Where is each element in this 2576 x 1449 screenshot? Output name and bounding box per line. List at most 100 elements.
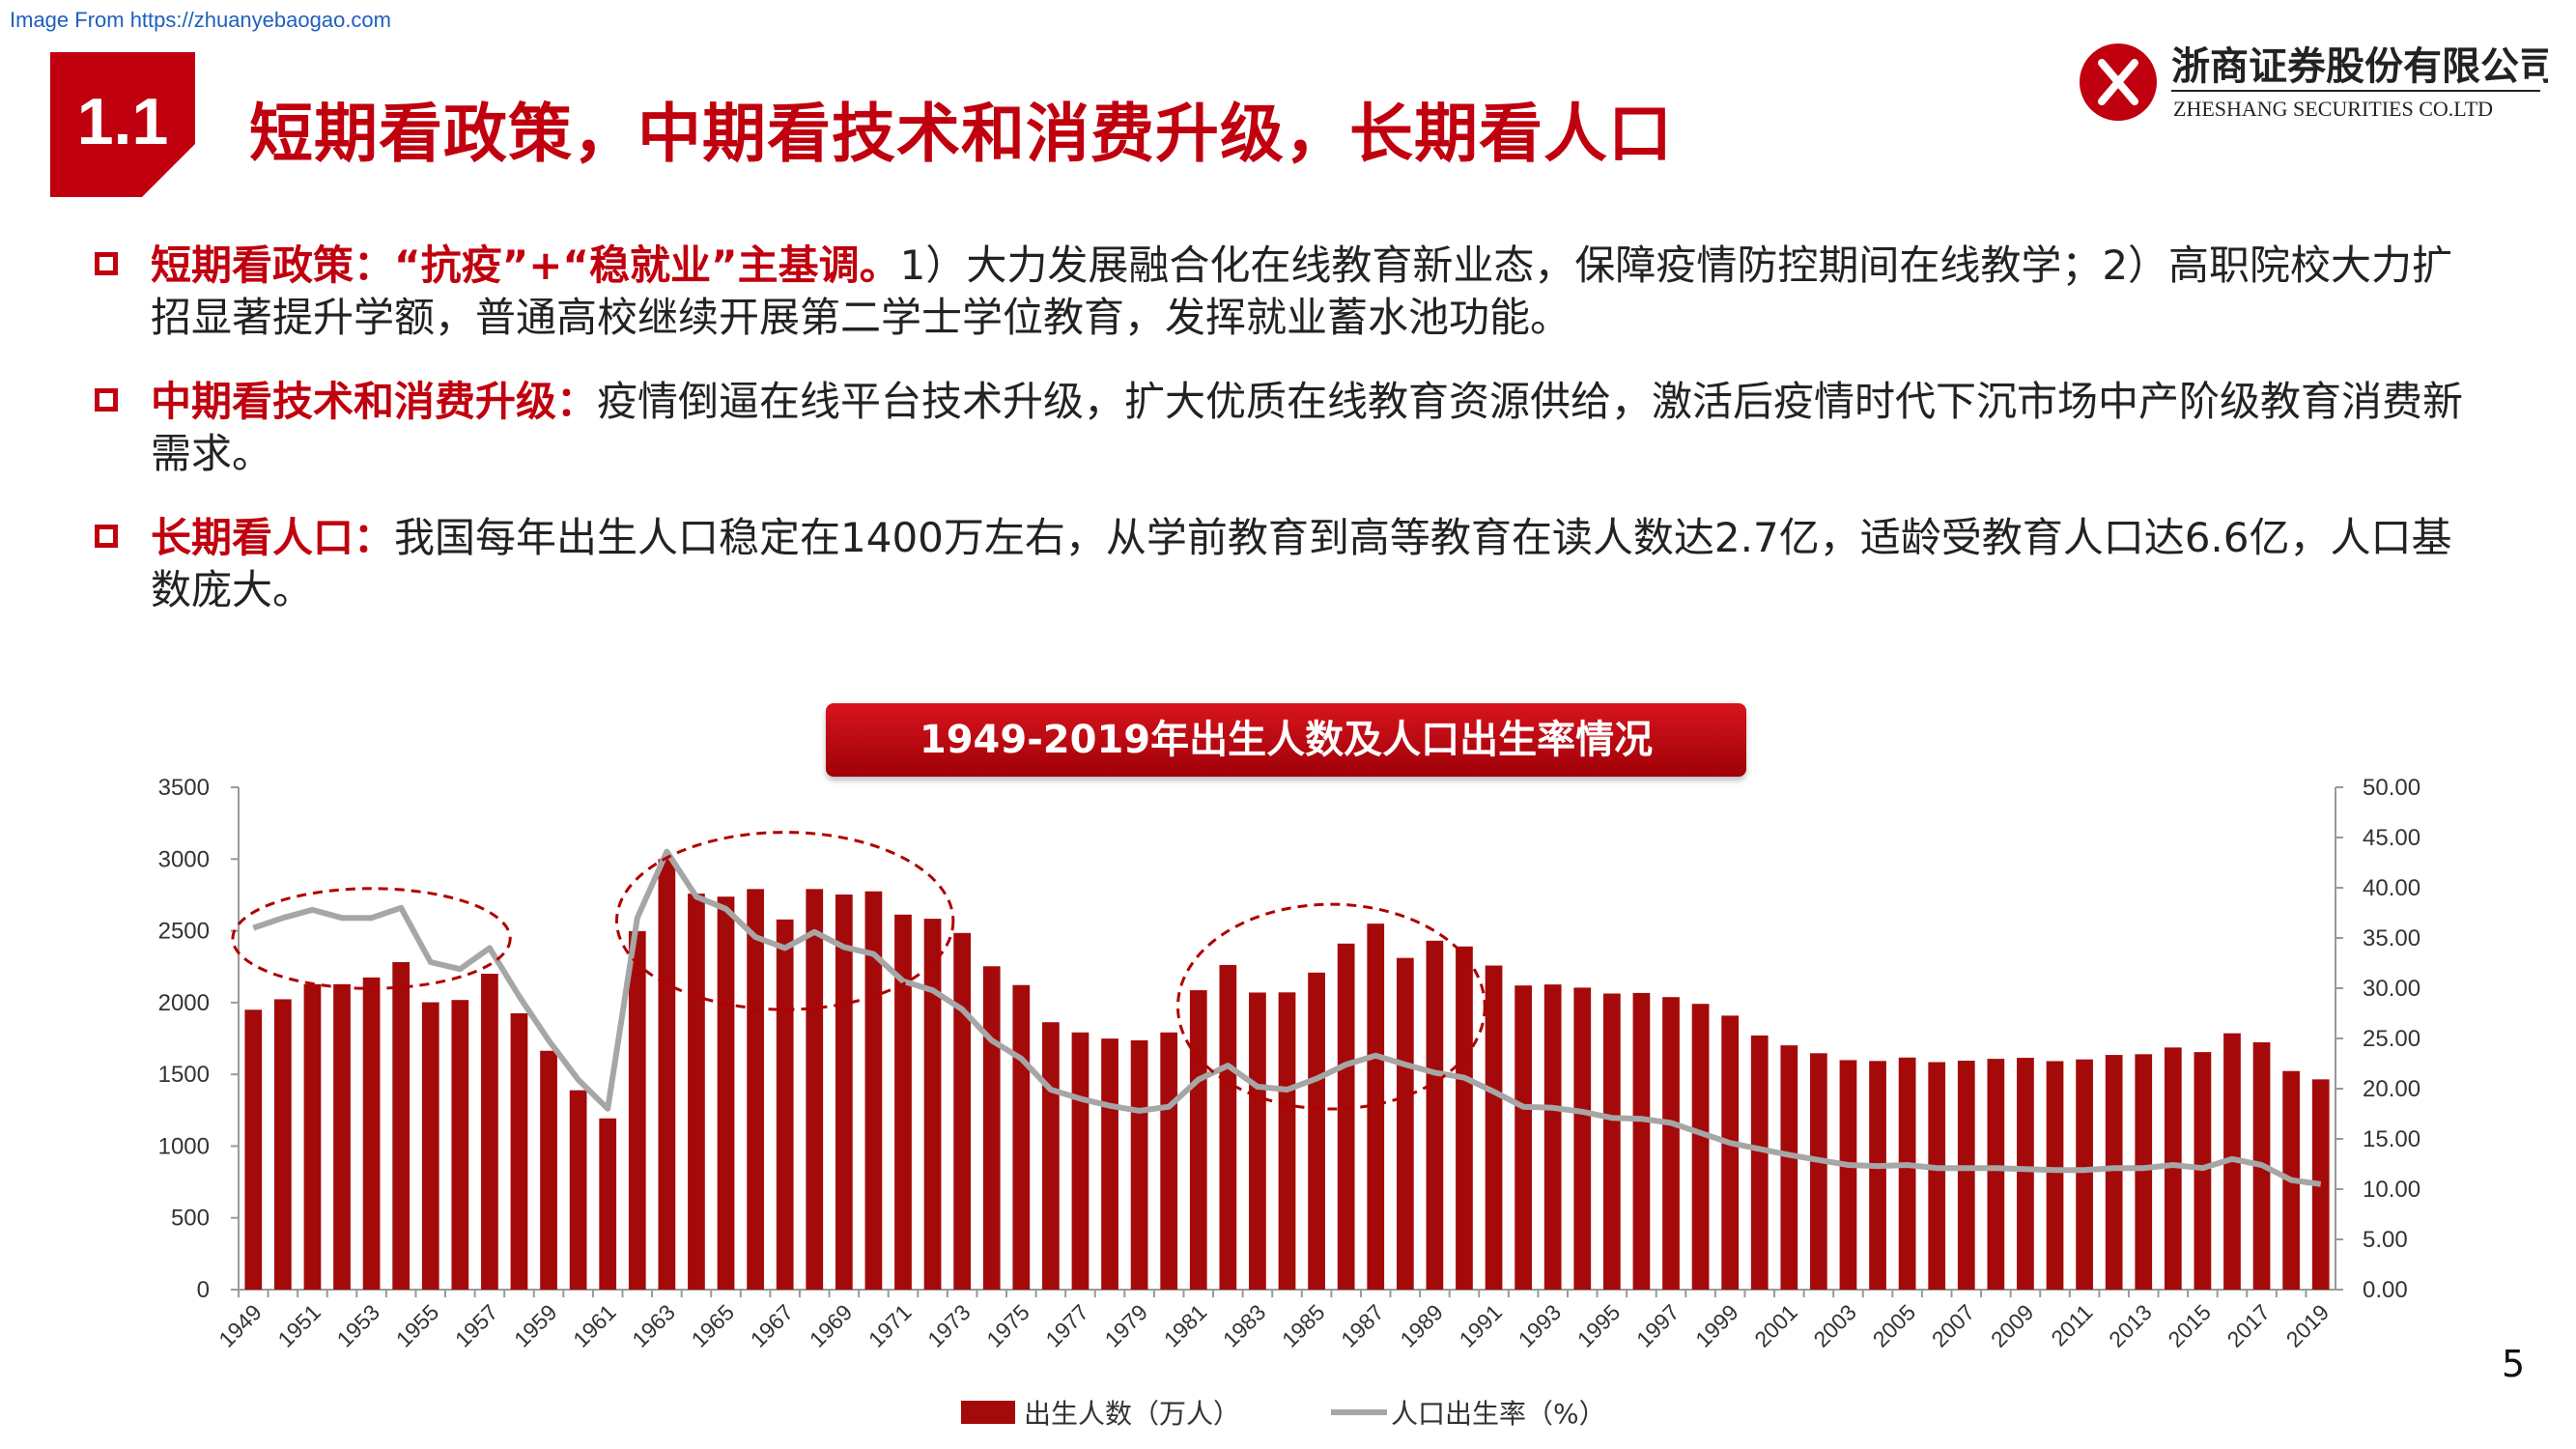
- legend-bar-swatch: [961, 1401, 1015, 1424]
- bar-2007: [1957, 1061, 1975, 1290]
- x-tick-label: 2013: [2104, 1299, 2157, 1352]
- birth-rate-line: [252, 848, 2322, 1187]
- right-tick-label: 0.00: [2363, 1277, 2408, 1303]
- bar-1953: [362, 977, 381, 1290]
- x-tick-label: 2009: [1986, 1299, 2039, 1352]
- company-name-cn: 浙商证券股份有限公司: [2171, 44, 2548, 89]
- bar-1970: [864, 891, 883, 1290]
- page-title: 短期看政策，中期看技术和消费升级，长期看人口: [249, 97, 1673, 171]
- x-tick-label: 1957: [450, 1299, 503, 1352]
- bullet-text: 我国每年出生人口稳定在1400万左右，从学前教育到高等教育在读人数达2.7亿，适…: [151, 514, 2452, 613]
- x-tick-label: 1991: [1455, 1299, 1508, 1352]
- right-tick-label: 40.00: [2363, 875, 2420, 901]
- bar-1973: [953, 932, 972, 1290]
- x-tick-label: 1999: [1690, 1299, 1743, 1352]
- left-tick-label: 2000: [158, 990, 210, 1016]
- right-tick-label: 10.00: [2363, 1177, 2420, 1203]
- bullet-item-short-term: 短期看政策：“抗疫”+“稳就业”主基调。1）大力发展融合化在线教育新业态，保障疫…: [87, 240, 2473, 344]
- bar-1957: [481, 973, 498, 1290]
- bar-1998: [1691, 1004, 1710, 1290]
- bar-1962: [628, 930, 646, 1290]
- right-tick-label: 20.00: [2363, 1076, 2420, 1102]
- x-tick-label: 1959: [509, 1299, 562, 1352]
- bar-2009: [2017, 1058, 2034, 1290]
- company-name-en: ZHESHANG SECURITIES CO.LTD: [2173, 97, 2493, 121]
- bar-1976: [1042, 1022, 1060, 1290]
- square-bullet-icon: [95, 388, 118, 412]
- bar-1956: [451, 1000, 469, 1290]
- bar-1990: [1456, 946, 1473, 1290]
- bullet-lead: 中期看技术和消费升级：: [151, 378, 598, 425]
- bar-1964: [688, 894, 705, 1290]
- x-tick-label: 1965: [686, 1299, 739, 1352]
- right-tick-label: 15.00: [2363, 1126, 2420, 1152]
- x-tick-label: 1975: [981, 1299, 1034, 1352]
- bar-1991: [1485, 965, 1503, 1290]
- chart-title: 1949-2019年出生人数及人口出生率情况: [826, 703, 1746, 777]
- bullet-item-long-term: 长期看人口：我国每年出生人口稳定在1400万左右，从学前教育到高等教育在读人数达…: [87, 512, 2473, 616]
- bar-1972: [923, 919, 942, 1290]
- left-tick-label: 3500: [158, 775, 210, 801]
- bar-2000: [1750, 1035, 1769, 1290]
- bar-1949: [244, 1009, 263, 1290]
- bar-1980: [1160, 1032, 1178, 1290]
- bar-1965: [717, 896, 735, 1290]
- bullet-lead: 短期看政策：“抗疫”+“稳就业”主基调。: [151, 242, 900, 289]
- x-tick-label: 1981: [1159, 1299, 1212, 1352]
- x-tick-label: 2001: [1749, 1299, 1802, 1352]
- x-tick-label: 1995: [1572, 1299, 1626, 1352]
- bar-1985: [1308, 972, 1325, 1290]
- section-badge: 1.1: [50, 52, 195, 197]
- bullet-lead: 长期看人口：: [151, 514, 395, 561]
- bar-1999: [1721, 1015, 1740, 1290]
- x-tick-label: 2015: [2163, 1299, 2216, 1352]
- right-tick-label: 45.00: [2363, 825, 2420, 851]
- bar-1969: [835, 894, 853, 1290]
- page-number: 5: [2502, 1343, 2526, 1385]
- x-tick-label: 1949: [213, 1299, 267, 1352]
- bullet-text: 1）大力发展融合化在线教育新业态，保障疫情防控期间在线教学；2）高职院校大力扩招…: [151, 242, 2453, 341]
- line-series-birth-rate: [252, 848, 2322, 1187]
- right-tick-label: 25.00: [2363, 1026, 2420, 1052]
- x-tick-label: 1993: [1514, 1299, 1567, 1352]
- bar-1955: [421, 1002, 439, 1290]
- highlight-ellipse-1949-1957: [231, 887, 512, 990]
- x-tick-label: 1985: [1277, 1299, 1330, 1352]
- bar-1994: [1573, 987, 1592, 1290]
- bar-1963: [658, 859, 676, 1290]
- bar-1954: [392, 961, 410, 1290]
- highlight-ellipse-1962-1972: [615, 831, 955, 1011]
- right-tick-label: 50.00: [2363, 775, 2420, 801]
- bar-2011: [2076, 1059, 2093, 1290]
- bar-1984: [1278, 992, 1296, 1290]
- bar-2003: [1839, 1060, 1857, 1290]
- bar-1960: [569, 1090, 587, 1290]
- bar-1993: [1543, 984, 1562, 1290]
- left-tick-label: 3000: [158, 846, 210, 872]
- x-tick-label: 1989: [1395, 1299, 1448, 1352]
- bar-1986: [1337, 943, 1355, 1290]
- x-tick-label: 2011: [2046, 1299, 2097, 1350]
- bar-1959: [540, 1050, 557, 1290]
- bar-1997: [1662, 997, 1680, 1290]
- company-emblem-icon: [2080, 43, 2157, 121]
- bar-1981: [1189, 990, 1207, 1290]
- bar-2001: [1780, 1045, 1798, 1290]
- bar-2014: [2164, 1047, 2182, 1290]
- bar-1988: [1396, 957, 1414, 1290]
- x-tick-label: 2005: [1868, 1299, 1921, 1352]
- x-tick-label: 2019: [2281, 1299, 2335, 1352]
- x-tick-label: 1997: [1631, 1299, 1684, 1352]
- legend-line-label: 人口出生率（%）: [1391, 1398, 1606, 1430]
- x-tick-label: 1961: [568, 1299, 621, 1352]
- bar-1951: [303, 983, 322, 1290]
- bar-series-births: [244, 859, 2330, 1290]
- bar-1989: [1426, 940, 1444, 1290]
- x-tick-label: 1969: [805, 1299, 858, 1352]
- bar-1978: [1101, 1038, 1118, 1290]
- left-tick-label: 1000: [158, 1133, 210, 1159]
- bar-2019: [2311, 1079, 2330, 1290]
- bar-2012: [2105, 1055, 2123, 1290]
- bar-1952: [333, 983, 351, 1290]
- bar-1974: [982, 966, 1001, 1290]
